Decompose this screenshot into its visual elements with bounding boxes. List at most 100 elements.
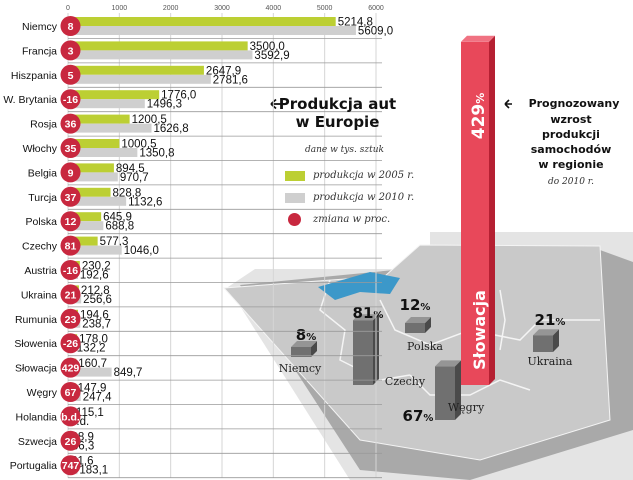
map-bar-top <box>405 317 431 323</box>
change-label: 747 <box>62 460 80 472</box>
map-label-niemcy: Niemcy <box>279 362 322 375</box>
map-bar-side <box>455 360 461 420</box>
bar-2005-label: 1000,5 <box>121 139 156 151</box>
bar-2005 <box>68 212 102 222</box>
change-label: 35 <box>65 143 77 155</box>
map-border <box>499 289 506 351</box>
legend-label-2010: produkcja w 2010 r. <box>313 192 415 203</box>
bar-2010 <box>68 245 122 255</box>
bar-2010-label: 247,4 <box>83 392 112 404</box>
map-title: Prognozowany wzrost produkcji samochodów w r… <box>504 97 620 187</box>
country-label: Holandia <box>16 411 58 423</box>
country-row: 115,1b.d.Holandia b.d. <box>16 406 382 430</box>
map-title-line: samochodów <box>531 143 612 156</box>
change-circle <box>60 284 81 305</box>
change-circle <box>60 138 81 158</box>
arrow-left-icon <box>504 99 512 109</box>
bar-2010-label: 2781,6 <box>213 74 248 86</box>
bar-2010-label: 192,6 <box>80 270 109 282</box>
country-label: Rosja <box>30 119 57 131</box>
bar-2005-label: 1200,5 <box>132 114 167 126</box>
map-value-polska: 12% <box>400 296 431 314</box>
axis-tick-label: 0 <box>66 5 70 12</box>
bar-2010-label: 1132,6 <box>128 196 162 208</box>
map-value-ukraina: 21% <box>535 311 566 329</box>
bar-2005-label: 230,2 <box>82 261 111 273</box>
bar-2010-label: 1046,0 <box>124 245 159 257</box>
map-border <box>319 279 411 381</box>
axis-tick-label: 1000 <box>112 5 128 12</box>
bar-2005 <box>68 163 114 173</box>
map-baltic <box>318 272 400 300</box>
change-circle <box>60 308 81 329</box>
map-label-polska: Polska <box>407 340 443 353</box>
bar-2010-label: 1350,8 <box>139 148 174 160</box>
map-value-czechy: 81% <box>353 304 384 322</box>
bar-2010 <box>68 367 112 377</box>
change-label: 21 <box>65 289 77 301</box>
bar-2010 <box>68 26 356 35</box>
change-label: 12 <box>65 216 77 228</box>
map-bar-front <box>291 347 311 357</box>
map-bar-side <box>489 35 495 386</box>
change-label: -26 <box>63 338 78 350</box>
bar-2010 <box>68 196 127 206</box>
bar-2005-label: 115,1 <box>76 407 104 419</box>
country-label: Austria <box>24 265 57 277</box>
change-circle <box>60 406 81 427</box>
bar-2005-label: 147,9 <box>78 383 107 395</box>
bar-2010 <box>68 74 211 84</box>
country-label: Włochy <box>23 143 58 155</box>
legend-item-2005: produkcja w 2005 r. <box>285 170 414 181</box>
country-row: 160,7 849,7 Słowacja 429 <box>15 357 382 381</box>
change-circle <box>60 357 81 378</box>
map-subtitle: do 2010 r. <box>548 177 594 187</box>
bar-2010-label: 183,1 <box>79 465 108 477</box>
map-country-węgry: 67% Węgry <box>403 360 485 425</box>
map-label-czechy: Czechy <box>385 375 426 388</box>
change-circle <box>60 455 81 476</box>
map-bar-front <box>461 41 489 386</box>
bar-2005-label: 577,3 <box>100 236 129 248</box>
country-label: Węgry <box>27 387 58 399</box>
map-land <box>222 244 611 461</box>
change-circle <box>60 89 81 110</box>
map-bar-top <box>353 314 379 321</box>
bar-2010-label: 849,7 <box>114 367 143 379</box>
chart-subtitle: dane w tys. sztuk <box>305 145 384 155</box>
bar-2005 <box>68 236 98 246</box>
map-country-niemcy: 8% Niemcy <box>279 326 322 375</box>
bar-2005-label: 160,7 <box>78 358 107 370</box>
bar-2005-label: 3500,0 <box>250 41 285 53</box>
axis-tick-label: 3000 <box>214 5 230 12</box>
bar-2005-label: 1776,0 <box>161 90 196 102</box>
bar-2010-label: 688,8 <box>105 221 134 233</box>
change-label: -16 <box>63 94 78 106</box>
country-label: Francja <box>22 45 57 57</box>
map-title-line: w regionie <box>538 158 603 171</box>
change-label: 23 <box>65 314 77 326</box>
map-bar-top <box>435 360 461 367</box>
legend-label-2005: produkcja w 2005 r. <box>313 170 415 181</box>
bar-2010-label: 238,7 <box>82 318 111 330</box>
map-title-line: Prognozowany <box>529 97 620 110</box>
axis-tick-label: 5000 <box>317 5 333 12</box>
legend-swatch-change <box>288 213 301 226</box>
map-label-węgry: Węgry <box>448 401 485 414</box>
country-label: W. Brytania <box>3 94 57 106</box>
bar-2005 <box>68 90 160 100</box>
country-label: Rumunia <box>15 314 57 326</box>
country-label: Szwecja <box>18 436 57 448</box>
bar-2005 <box>68 139 120 148</box>
